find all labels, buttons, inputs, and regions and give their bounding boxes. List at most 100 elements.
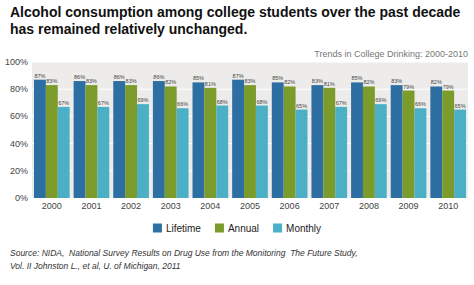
data-label: 65% <box>455 103 466 109</box>
chart: Alcohol consumption among college studen… <box>0 0 474 285</box>
bar <box>442 91 454 198</box>
data-label: 83% <box>126 78 137 84</box>
data-label: 83% <box>244 78 255 84</box>
legend-label: Monthly <box>286 223 321 234</box>
data-label: 67% <box>58 100 69 106</box>
data-label: 85% <box>272 75 283 81</box>
source-note: Source: NIDA, National Survey Results on… <box>10 248 358 258</box>
data-label: 85% <box>352 75 363 81</box>
x-tick-label: 2009 <box>399 201 419 211</box>
bar <box>137 104 149 198</box>
bar <box>216 106 228 198</box>
data-label: 66% <box>415 101 426 107</box>
y-tick-label: 40% <box>10 139 28 149</box>
data-label: 85% <box>193 75 204 81</box>
bar <box>244 85 256 198</box>
data-label: 69% <box>375 97 386 103</box>
subtitle: Trends in College Drinking: 2000-2010 <box>314 49 468 59</box>
legend-swatch <box>215 224 224 233</box>
title: Alcohol consumption among college studen… <box>10 4 461 37</box>
plot-background <box>32 62 468 198</box>
y-tick-label: 0% <box>15 193 28 203</box>
data-label: 79% <box>443 84 454 90</box>
data-label: 66% <box>177 101 188 107</box>
data-label: 87% <box>233 73 244 79</box>
data-label: 83% <box>46 78 57 84</box>
bar <box>414 108 426 198</box>
data-label: 82% <box>165 79 176 85</box>
bar <box>165 86 177 198</box>
x-tick-label: 2008 <box>359 201 379 211</box>
bar <box>296 110 308 198</box>
title-line: Alcohol consumption among college studen… <box>10 4 461 20</box>
bar <box>58 107 70 198</box>
x-tick-label: 2010 <box>438 201 458 211</box>
x-tick-label: 2004 <box>200 201 220 211</box>
y-tick-label: 80% <box>10 84 28 94</box>
data-label: 69% <box>137 97 148 103</box>
data-label: 68% <box>256 99 267 105</box>
y-tick-label: 100% <box>5 57 28 67</box>
data-label: 81% <box>324 81 335 87</box>
bar <box>403 91 415 198</box>
data-label: 86% <box>153 74 164 80</box>
legend-label: Lifetime <box>166 223 201 234</box>
title-line: has remained relatively unchanged. <box>10 21 247 37</box>
x-tick-label: 2003 <box>161 201 181 211</box>
bar <box>34 80 46 198</box>
bar <box>97 107 109 198</box>
data-label: 83% <box>391 78 402 84</box>
bar <box>193 82 205 198</box>
data-label: 83% <box>312 78 323 84</box>
bar <box>125 85 137 198</box>
bar <box>375 104 387 198</box>
data-label: 67% <box>98 100 109 106</box>
legend-swatch <box>153 224 162 233</box>
data-label: 81% <box>205 81 216 87</box>
bar <box>272 82 284 198</box>
bar <box>363 86 375 198</box>
data-label: 68% <box>217 99 228 105</box>
data-label: 79% <box>403 84 414 90</box>
bar <box>153 81 165 198</box>
x-tick-label: 2006 <box>280 201 300 211</box>
bar <box>46 85 58 198</box>
grid-line <box>32 62 468 63</box>
data-label: 82% <box>431 79 442 85</box>
bar <box>204 88 216 198</box>
x-tick-label: 2002 <box>121 201 141 211</box>
data-label: 86% <box>74 74 85 80</box>
bar <box>323 88 335 198</box>
data-label: 87% <box>34 73 45 79</box>
source-note: Vol. II Johnston L., et al, U. of Michig… <box>10 261 181 271</box>
bar <box>86 85 98 198</box>
x-tick-label: 2000 <box>42 201 62 211</box>
bar <box>391 85 403 198</box>
data-label: 65% <box>296 103 307 109</box>
bar <box>284 86 296 198</box>
data-label: 86% <box>114 74 125 80</box>
y-tick-label: 20% <box>10 166 28 176</box>
bar <box>454 110 466 198</box>
x-tick-label: 2005 <box>240 201 260 211</box>
data-label: 82% <box>363 79 374 85</box>
bar <box>311 85 323 198</box>
data-labels: 87%86%86%86%85%87%85%83%85%83%82%83%83%8… <box>34 73 465 109</box>
data-label: 83% <box>86 78 97 84</box>
y-tick-label: 60% <box>10 111 28 121</box>
bar <box>113 81 125 198</box>
bar <box>335 107 347 198</box>
x-tick-label: 2007 <box>319 201 339 211</box>
data-label: 82% <box>284 79 295 85</box>
legend-swatch <box>273 224 282 233</box>
bar <box>74 81 86 198</box>
bar <box>177 108 189 198</box>
x-tick-label: 2001 <box>81 201 101 211</box>
legend-label: Annual <box>228 223 259 234</box>
data-label: 67% <box>336 100 347 106</box>
bars <box>34 80 466 198</box>
legend: Lifetime Annual Monthly <box>153 223 321 234</box>
bar <box>232 80 244 198</box>
bar <box>351 82 363 198</box>
bar <box>256 106 268 198</box>
